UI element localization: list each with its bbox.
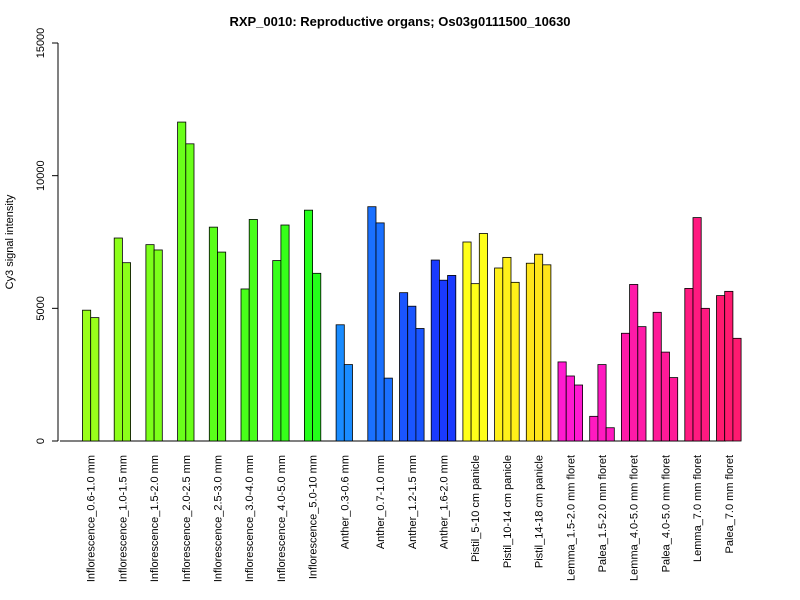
bar — [597, 364, 607, 442]
category-label: Inflorescence_5.0-10 mm — [308, 455, 320, 579]
bar — [542, 264, 552, 442]
bar — [478, 233, 488, 442]
category-label: Inflorescence_0.6-1.0 mm — [86, 455, 98, 582]
bar — [280, 224, 290, 442]
bar — [462, 241, 472, 442]
bar — [470, 283, 480, 442]
y-tick-label: 5000 — [35, 296, 47, 320]
category-label: Inflorescence_4.0-5.0 mm — [276, 455, 288, 582]
category-label: Palea_4.0-5.0 mm floret — [660, 455, 672, 572]
bar — [605, 427, 615, 442]
category-labels: Inflorescence_0.6-1.0 mm Inflorescence_1.… — [86, 455, 736, 582]
bar — [145, 244, 155, 442]
bar — [510, 281, 520, 442]
bar — [217, 251, 227, 442]
bar — [438, 279, 448, 442]
bar — [525, 262, 535, 442]
bar — [375, 222, 385, 442]
bar — [502, 256, 512, 442]
bar — [660, 351, 670, 442]
bar — [652, 311, 662, 442]
category-label: Inflorescence_2.5-3.0 mm — [213, 455, 225, 582]
bar — [447, 275, 457, 442]
bar — [248, 219, 258, 442]
bar — [430, 259, 440, 442]
category-label: Inflorescence_1.5-2.0 mm — [149, 455, 161, 582]
category-label: Anther_1.2-1.5 mm — [407, 455, 419, 549]
bar — [367, 206, 377, 442]
category-label: Pistil_14-18 cm panicle — [534, 455, 546, 568]
bar — [589, 415, 599, 442]
bar — [208, 226, 218, 442]
category-label: Inflorescence_1.0-1.5 mm — [117, 455, 129, 582]
bar — [399, 292, 409, 442]
bar — [684, 288, 694, 442]
y-tick-label: 0 — [35, 438, 47, 444]
bar — [700, 307, 710, 442]
bar — [534, 253, 544, 442]
bar — [383, 377, 393, 442]
bar — [629, 284, 639, 442]
bar — [343, 364, 353, 442]
bar — [565, 375, 575, 442]
bar — [153, 249, 163, 442]
y-tick-label: 15000 — [35, 28, 47, 59]
category-label: Lemma_4.0-5.0 mm floret — [629, 455, 641, 581]
bar — [240, 288, 250, 442]
bar — [692, 217, 702, 442]
y-axis: 0 5000 10000 15000 — [35, 28, 59, 444]
chart-title: RXP_0010: Reproductive organs; Os03g0111… — [229, 14, 570, 29]
bar — [82, 309, 92, 442]
bar — [716, 295, 726, 442]
bar — [724, 290, 734, 442]
bar — [637, 326, 647, 442]
category-label: Pistil_10-14 cm panicle — [502, 455, 514, 568]
bar — [415, 328, 425, 442]
bar — [407, 305, 417, 442]
bar — [90, 317, 100, 442]
bar — [669, 377, 679, 442]
bar — [113, 237, 123, 442]
category-label: Inflorescence_2.0-2.5 mm — [181, 455, 193, 582]
bar — [621, 332, 631, 442]
bar — [335, 324, 345, 442]
category-label: Palea_7.0 mm floret — [724, 455, 736, 553]
bar — [303, 209, 313, 442]
y-tick-label: 10000 — [35, 160, 47, 191]
category-label: Inflorescence_3.0-4.0 mm — [244, 455, 256, 582]
category-label: Lemma_1.5-2.0 mm floret — [565, 455, 577, 581]
bar — [177, 121, 187, 442]
category-label: Anther_1.6-2.0 mm — [439, 455, 451, 549]
y-axis-label: Cy3 signal intensity — [4, 194, 16, 289]
bars — [82, 121, 742, 442]
bar — [557, 361, 567, 442]
bar — [312, 272, 322, 442]
bar — [732, 337, 742, 442]
bar — [185, 143, 195, 442]
category-label: Anther_0.7-1.0 mm — [375, 455, 387, 549]
bar — [494, 267, 504, 442]
bar — [122, 262, 132, 442]
category-label: Lemma_7.0 mm floret — [692, 455, 704, 562]
bar — [574, 384, 584, 442]
bar — [272, 260, 282, 442]
category-label: Anther_0.3-0.6 mm — [339, 455, 351, 549]
category-label: Palea_1.5-2.0 mm floret — [597, 455, 609, 572]
category-label: Pistil_5-10 cm panicle — [470, 455, 482, 562]
